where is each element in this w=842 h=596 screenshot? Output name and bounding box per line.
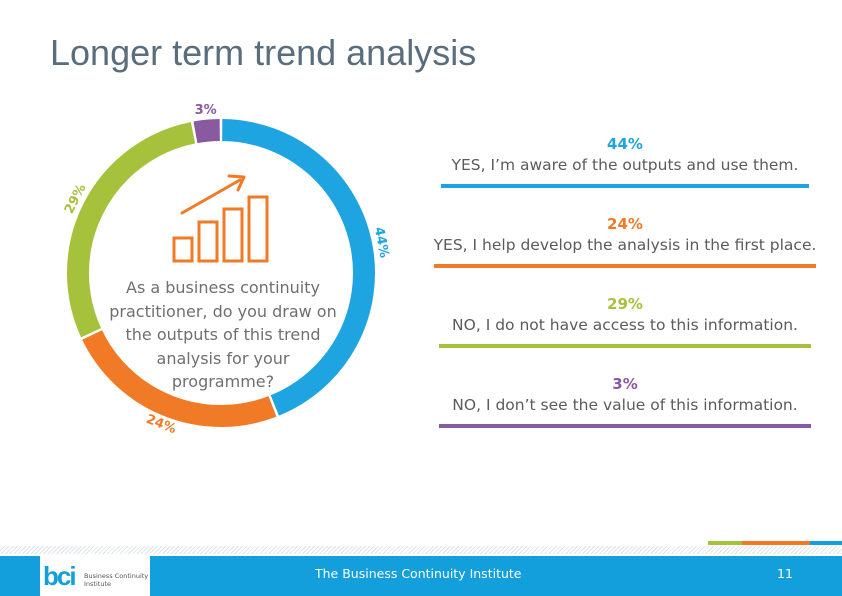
legend-item: 24% YES, I help develop the analysis in …	[425, 214, 825, 268]
donut-segment	[193, 119, 221, 144]
legend-percent: 44%	[607, 135, 643, 153]
legend-color-rule	[434, 264, 816, 268]
legend-percent: 29%	[607, 295, 643, 313]
legend-percent: 24%	[607, 215, 643, 233]
legend-color-rule	[439, 424, 811, 428]
footer-organization: The Business Continuity Institute	[315, 566, 522, 581]
donut-data-label: 3%	[195, 103, 217, 118]
page-title: Longer term trend analysis	[50, 32, 477, 73]
footer-accent-green	[708, 541, 742, 545]
donut-data-label: 44%	[371, 226, 392, 259]
legend-label: NO, I do not have access to this informa…	[452, 316, 798, 334]
legend-label: YES, I help develop the analysis in the …	[433, 236, 817, 254]
legend-label: YES, I’m aware of the outputs and use th…	[451, 156, 799, 174]
logo-mark: bci	[43, 561, 77, 591]
donut-chart: 44%24%29%3%	[62, 103, 392, 437]
legend-label: NO, I don’t see the value of this inform…	[452, 396, 798, 414]
legend-color-rule	[441, 184, 809, 188]
legend-color-rule	[439, 344, 811, 348]
footer-accent-orange	[742, 541, 810, 545]
survey-question: As a business continuity practitioner, d…	[109, 278, 337, 391]
page-number: 11	[777, 566, 793, 581]
footer-accent-blue	[810, 541, 842, 545]
legend-percent: 3%	[612, 375, 638, 393]
logo-text: Business Continuity Institute	[84, 572, 149, 588]
bci-logo: bci Business Continuity Institute	[40, 556, 150, 596]
growth-bar-chart-icon	[172, 174, 269, 263]
legend-item: 29% NO, I do not have access to this inf…	[425, 294, 825, 348]
legend-item: 3% NO, I don’t see the value of this inf…	[425, 374, 825, 428]
donut-segment	[67, 121, 196, 338]
footer-stripe	[0, 546, 842, 554]
donut-segment	[82, 330, 277, 427]
legend-item: 44% YES, I’m aware of the outputs and us…	[425, 134, 825, 188]
donut-segment	[222, 119, 375, 416]
